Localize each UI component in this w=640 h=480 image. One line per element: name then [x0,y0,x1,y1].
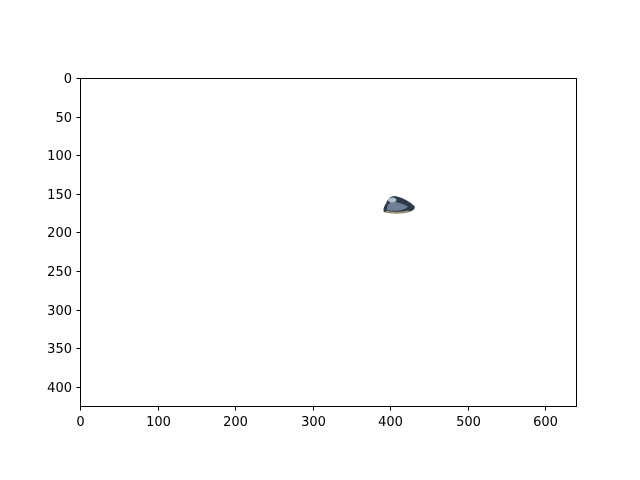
x-tick-label: 600 [533,415,558,430]
y-tick-label: 0 [64,72,72,87]
plot-content [383,196,415,214]
x-tick-label: 0 [76,415,84,430]
y-tick-label: 400 [47,381,72,396]
y-tick-label: 200 [47,226,72,241]
x-tick-label: 300 [301,415,326,430]
y-tick-label: 100 [47,149,72,164]
mussel-shell-icon [383,196,415,214]
x-tick-label: 100 [146,415,171,430]
y-tick-label: 300 [47,304,72,319]
x-axis: 0 100 200 300 400 500 600 [76,406,558,430]
x-tick-label: 400 [378,415,403,430]
y-tick-label: 350 [47,342,72,357]
shell-edge [385,210,410,214]
y-axis: 0 50 100 150 200 250 300 350 400 [47,72,81,396]
y-tick-label: 150 [47,188,72,203]
y-tick-label: 50 [55,111,72,126]
axes-frame [80,78,577,407]
x-tick-label: 200 [223,415,248,430]
shell-midtone [387,201,409,211]
shell-highlight [387,197,397,203]
y-tick-label: 250 [47,265,72,280]
x-tick-label: 500 [456,415,481,430]
